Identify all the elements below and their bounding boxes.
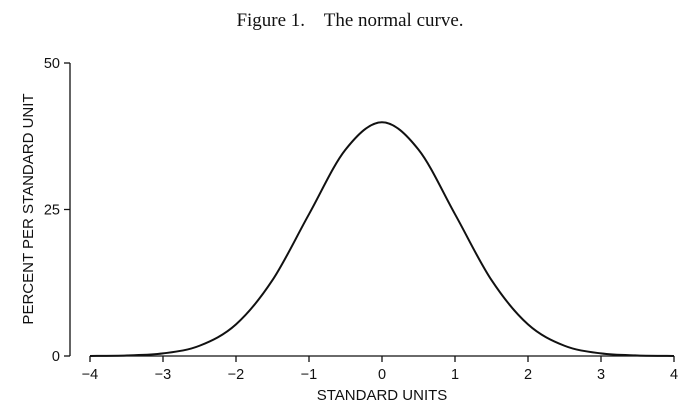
axes <box>69 63 674 357</box>
y-tick-label: 25 <box>44 203 60 219</box>
x-tick-label: 4 <box>670 367 678 383</box>
chart-title: Figure 1. The normal curve. <box>236 10 463 31</box>
x-tick-label: 0 <box>378 367 386 383</box>
y-tick-label: 50 <box>44 56 60 72</box>
x-tick-label: 2 <box>524 367 532 383</box>
normal-curve-line <box>89 121 675 357</box>
x-tick-label: −4 <box>82 367 99 383</box>
y-axis-label: PERCENT PER STANDARD UNIT <box>20 93 37 324</box>
x-tick-label: 3 <box>597 367 605 383</box>
x-ticks: −4 −3 −2 −1 0 1 2 3 4 <box>82 356 678 383</box>
y-tick-label: 0 <box>52 349 60 365</box>
x-tick-label: −2 <box>228 367 245 383</box>
x-tick-label: −3 <box>155 367 172 383</box>
x-tick-label: −1 <box>301 367 318 383</box>
x-axis-label: STANDARD UNITS <box>317 387 448 404</box>
x-tick-label: 1 <box>451 367 459 383</box>
y-ticks: 0 25 50 <box>44 56 70 365</box>
